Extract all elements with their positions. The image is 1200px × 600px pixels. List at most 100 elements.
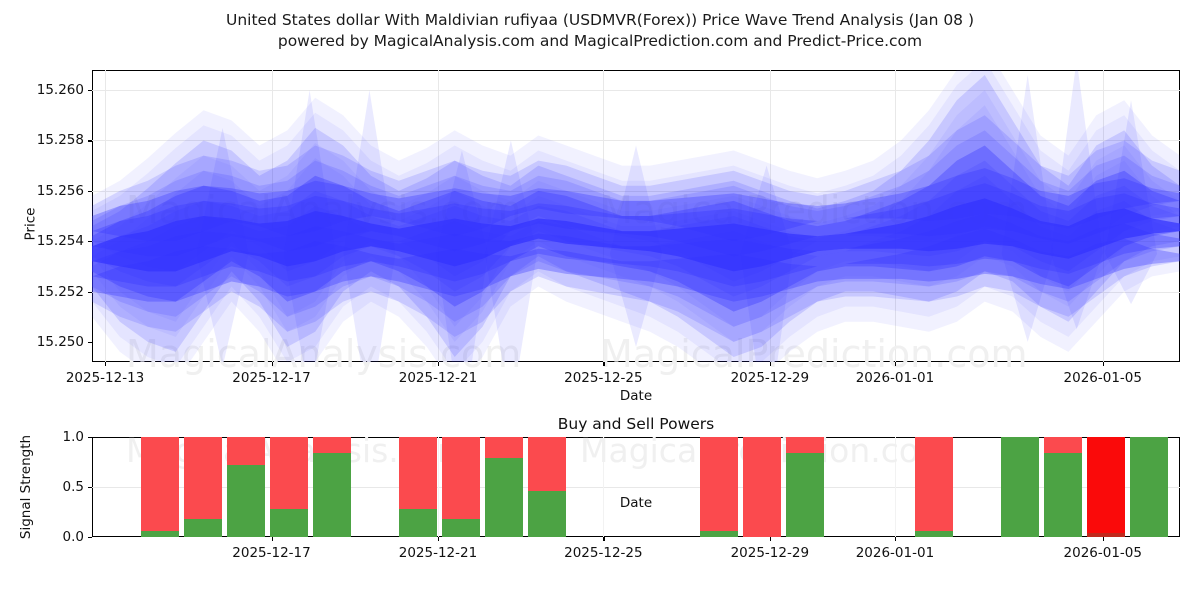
wave-band — [92, 145, 1180, 312]
signal-bar-buy-segment — [399, 509, 437, 537]
price-x-tick-mark — [603, 362, 605, 366]
wave-band — [92, 175, 1180, 342]
price-x-tick-mark — [894, 362, 897, 366]
title-line-2: powered by MagicalAnalysis.com and Magic… — [277, 32, 923, 50]
signal-bar-buy-segment — [700, 531, 738, 537]
wave-spike — [610, 145, 662, 347]
wave-band — [92, 115, 1180, 282]
price-y-tick-label: 15.260 — [36, 82, 84, 99]
signal-bar-buy-segment — [442, 519, 480, 537]
signal-bar — [1001, 437, 1039, 537]
signal-bar-sell-segment — [915, 437, 953, 531]
wave-spike — [484, 140, 537, 362]
signal-bar-buy-segment — [1001, 437, 1039, 537]
signal-x-tick-mark — [769, 537, 772, 541]
price-x-tick-mark — [271, 362, 273, 366]
signal-bar — [442, 437, 480, 537]
price-gridline-v — [603, 70, 605, 362]
signal-bar-sell-segment — [1044, 437, 1082, 453]
signal-x-axis-label: Date — [619, 495, 653, 511]
wave-spike — [196, 127, 249, 362]
price-gridline-h — [92, 291, 1180, 293]
signal-bar-sell-segment — [141, 437, 179, 531]
signal-bar-buy-segment — [227, 465, 265, 537]
signal-bar-sell-segment — [313, 437, 351, 453]
signal-bar — [786, 437, 824, 537]
price-x-tick-mark — [105, 362, 107, 366]
signal-x-tick-mark — [271, 537, 273, 541]
signal-bar-sell-segment — [184, 437, 222, 519]
signal-bar — [141, 437, 179, 537]
price-x-tick-label: 2025-12-13 — [65, 370, 145, 386]
signal-bar-buy-segment — [184, 519, 222, 537]
price-y-tick-mark — [88, 241, 92, 243]
signal-bar — [399, 437, 437, 537]
signal-bar-sell-segment — [743, 437, 781, 537]
signal-bar-buy-segment — [915, 531, 953, 537]
price-x-tick-label: 2025-12-29 — [730, 370, 810, 386]
price-gridline-h — [92, 190, 1180, 192]
signal-gridline-v — [894, 437, 896, 537]
signal-bar-buy-segment — [485, 458, 523, 537]
signal-bar-sell-segment — [270, 437, 308, 509]
signal-bar-sell-segment — [485, 437, 523, 458]
wave-band — [92, 70, 1180, 342]
signal-bar-sell-segment — [1087, 437, 1125, 533]
signal-gridline-h — [92, 487, 1180, 488]
signal-bar-sell-segment — [786, 437, 824, 453]
wave-spike — [343, 90, 396, 362]
wave-spike — [283, 90, 336, 362]
signal-x-tick-label: 2025-12-29 — [730, 545, 810, 561]
signal-bar — [313, 437, 351, 537]
signal-bar-buy-segment — [1087, 533, 1125, 537]
wave-band — [92, 75, 1180, 357]
signal-bar — [743, 437, 781, 537]
signal-x-tick-mark — [1102, 537, 1105, 541]
signal-bar — [1087, 437, 1125, 537]
signal-y-tick-mark — [88, 537, 92, 539]
price-gridline-v — [437, 70, 439, 362]
wave-spike — [1001, 75, 1054, 342]
price-x-tick-label: 2025-12-25 — [564, 370, 643, 386]
price-y-tick-mark — [88, 90, 92, 92]
price-x-axis-label: Date — [619, 388, 653, 404]
signal-gridline-v — [603, 437, 605, 537]
wave-spike — [1105, 100, 1158, 305]
signal-bar-buy-segment — [141, 531, 179, 537]
signal-bar-buy-segment — [1044, 453, 1082, 537]
signal-x-tick-label: 2025-12-17 — [232, 545, 311, 561]
signal-bar — [528, 437, 566, 537]
signal-bar — [1130, 437, 1168, 537]
signal-bar-sell-segment — [700, 437, 738, 531]
price-y-tick-label: 15.252 — [36, 283, 84, 300]
price-x-tick-label: 2026-01-05 — [1063, 370, 1142, 386]
signal-bar — [270, 437, 308, 537]
price-x-tick-label: 2026-01-01 — [855, 370, 935, 386]
signal-y-tick-label: 1.0 — [62, 429, 84, 445]
wave-band — [92, 168, 1180, 242]
signal-bar-buy-segment — [786, 453, 824, 537]
signal-x-tick-mark — [437, 537, 440, 541]
signal-bar-buy-segment — [1130, 437, 1168, 537]
signal-bar-sell-segment — [528, 437, 566, 491]
signal-y-tick-mark — [88, 437, 92, 439]
signal-y-axis-label: Signal Strength — [18, 434, 35, 540]
signal-y-tick-mark — [88, 487, 92, 489]
signal-y-tick-label: 0.0 — [62, 529, 84, 545]
price-y-tick-label: 15.258 — [36, 132, 84, 149]
wave-band — [92, 228, 1180, 302]
signal-bar-sell-segment — [399, 437, 437, 509]
price-y-tick-mark — [88, 341, 92, 344]
signal-bar — [485, 437, 523, 537]
signal-bar-sell-segment — [227, 437, 265, 465]
signal-bar-sell-segment — [442, 437, 480, 519]
price-gridline-v — [271, 70, 273, 362]
signal-x-tick-mark — [894, 537, 897, 541]
price-y-tick-mark — [88, 190, 92, 193]
price-x-tick-label: 2025-12-21 — [398, 370, 478, 386]
price-y-tick-mark — [88, 291, 92, 293]
price-gridline-h — [92, 90, 1180, 92]
signal-x-tick-label: 2026-01-05 — [1063, 545, 1142, 561]
wave-band — [92, 90, 1180, 362]
